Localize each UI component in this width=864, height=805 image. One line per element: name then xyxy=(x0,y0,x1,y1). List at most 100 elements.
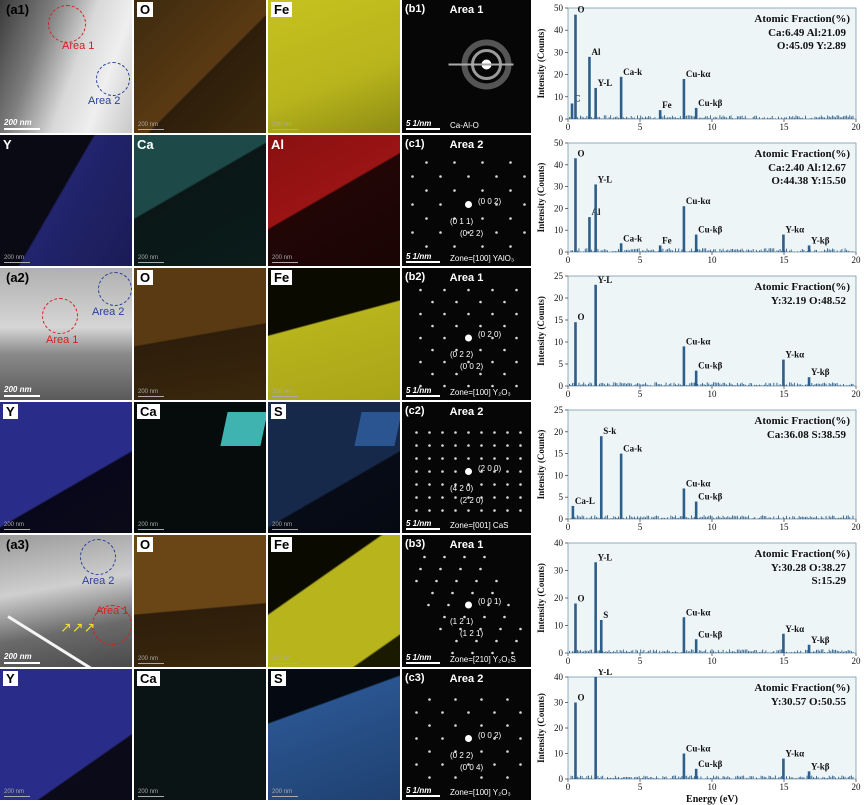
diffraction-spot xyxy=(415,483,418,486)
diffraction-spot xyxy=(428,496,431,499)
scale-bar: 200 nm xyxy=(138,656,164,664)
eds-spectrum-chart: O Y-L Cu-kα Cu-kβ Y-kα Y-kβ 0 5 10 15 20 25 0 5 10 15 20… xyxy=(534,268,864,400)
area2-label: Area 2 xyxy=(92,306,125,318)
diffraction-spot xyxy=(480,724,483,727)
y-tick-label: 10 xyxy=(554,470,564,480)
diffraction-spot xyxy=(506,457,509,460)
peak-label: O xyxy=(577,148,584,158)
diffraction-spot xyxy=(427,603,430,607)
peak-label: Cu-kβ xyxy=(698,759,723,769)
diffraction-spot xyxy=(443,336,446,340)
y-tick-label: 30 xyxy=(554,698,564,708)
diffraction-spot xyxy=(443,384,446,388)
diffraction-spot xyxy=(441,496,444,499)
diffraction-spot xyxy=(495,175,498,178)
element-label: Y xyxy=(3,137,12,152)
scale-bar: 200 nm xyxy=(4,118,40,130)
scale-bar: 200 nm xyxy=(272,522,298,530)
panel-label: (a3) xyxy=(6,537,30,552)
y-tick-label: 0 xyxy=(559,381,564,391)
y-tick-label: 40 xyxy=(554,160,564,170)
saed-pattern: (c1) Area 2 (0 0 2) (0 1 1) (0 2 2) 5 1/nm Zon… xyxy=(402,135,531,266)
diffraction-spot xyxy=(506,431,509,434)
atomic-fraction-title: Atomic Fraction(%) xyxy=(754,281,850,293)
diffraction-spot xyxy=(439,203,442,206)
panel-label: (a2) xyxy=(6,270,30,285)
diffraction-spot xyxy=(506,724,509,727)
diffraction-spot xyxy=(480,750,483,753)
peak-label: Ca-k xyxy=(623,67,642,77)
diffraction-spot xyxy=(480,483,483,486)
peak-bar xyxy=(574,14,577,119)
peak-label: Cu-kα xyxy=(686,336,711,346)
diffraction-spot xyxy=(455,324,458,328)
diffraction-spot xyxy=(411,175,414,178)
diffraction-spot xyxy=(415,737,418,740)
diffraction-spots xyxy=(411,161,526,248)
x-tick-label: 0 xyxy=(566,255,571,265)
diffraction-spot xyxy=(441,444,444,447)
diffraction-spot xyxy=(467,384,470,388)
peak-label: Y-L xyxy=(598,669,613,677)
x-tick-label: 10 xyxy=(708,656,718,666)
diffraction-spot xyxy=(425,189,428,192)
diffraction-spot xyxy=(451,651,454,655)
panel-label: (c2) xyxy=(405,405,425,417)
diffraction-spot xyxy=(480,444,483,447)
peak-label: Y-kα xyxy=(785,350,804,360)
diffraction-spot xyxy=(467,175,470,178)
area2-label: Area 2 xyxy=(82,575,115,587)
diffraction-spot xyxy=(523,175,526,178)
diffraction-spot xyxy=(465,334,472,342)
diffraction-spot xyxy=(431,300,434,304)
y-tick-label: 40 xyxy=(554,25,564,35)
peak-label: S-k xyxy=(603,426,616,436)
area1-label: Area 1 xyxy=(96,605,129,617)
diffraction-spot xyxy=(471,651,474,655)
diffraction-spot xyxy=(465,735,472,742)
diffraction-spot xyxy=(519,431,522,434)
y-tick-label: 10 xyxy=(554,749,564,759)
diffraction-spot xyxy=(491,312,494,316)
diffraction-spot xyxy=(428,698,431,701)
peak-bar xyxy=(588,56,591,119)
diffraction-spot xyxy=(431,591,434,595)
eds-map-o: O 200 nm xyxy=(134,268,266,400)
spot-index-label: (4 2 0) xyxy=(450,484,474,493)
diffraction-spot xyxy=(467,312,470,316)
peak-label: Y-L xyxy=(598,275,613,285)
x-tick-label: 15 xyxy=(780,522,790,532)
plot-area xyxy=(567,142,857,253)
x-tick-label: 5 xyxy=(638,656,643,666)
diffraction-spot xyxy=(493,483,496,486)
diffraction-spot xyxy=(431,372,434,376)
x-tick-label: 5 xyxy=(638,255,643,265)
diffraction-spot xyxy=(419,360,422,364)
area1-label: Area 1 xyxy=(62,40,95,52)
diffraction-spot xyxy=(479,348,482,352)
diffraction-spot xyxy=(479,567,482,571)
diffraction-spot xyxy=(479,372,482,376)
y-tick-label: 20 xyxy=(554,427,564,437)
diffraction-spot xyxy=(441,509,444,512)
diffraction-spot xyxy=(455,300,458,304)
peak-bar xyxy=(682,753,686,779)
peak-label: Ca-k xyxy=(623,233,642,243)
x-tick-label: 0 xyxy=(566,656,571,666)
diffraction-spot xyxy=(519,470,522,473)
diffraction-spot xyxy=(506,776,509,779)
diffraction-spot xyxy=(467,496,470,499)
diffraction-spot xyxy=(425,245,428,248)
zone-axis-label: Zone=[210] Y₂O₂S xyxy=(450,655,516,664)
diffraction-spot xyxy=(455,579,458,583)
peak-label: Cu-kβ xyxy=(698,492,723,502)
diffraction-spot xyxy=(451,591,454,595)
y-tick-label: 15 xyxy=(554,315,564,325)
diffraction-spot xyxy=(467,360,470,364)
y-tick-label: 10 xyxy=(554,337,564,347)
saed-pattern: (b1) Area 1 5 1/nm Ca-Al-O xyxy=(402,0,531,133)
diffraction-spot xyxy=(443,360,446,364)
diffraction-spot xyxy=(481,217,484,220)
peak-bar xyxy=(682,346,686,386)
diffraction-spot xyxy=(515,639,518,643)
